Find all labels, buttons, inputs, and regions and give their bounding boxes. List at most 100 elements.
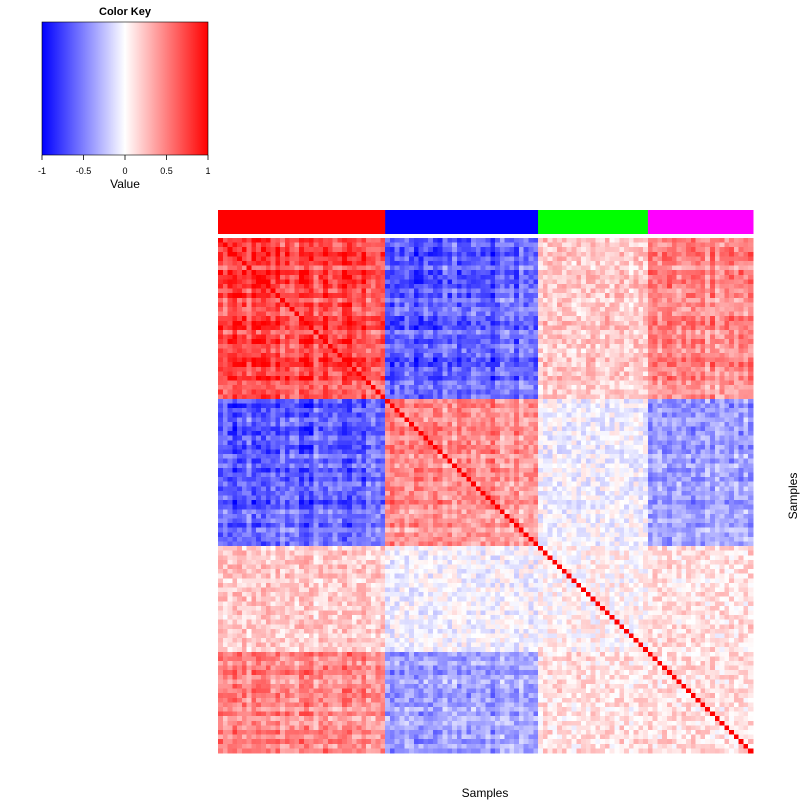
heatmap-cell: [724, 403, 730, 409]
heatmap-cell: [437, 320, 443, 326]
heatmap-cell: [590, 334, 596, 340]
heatmap-cell: [289, 352, 295, 358]
heatmap-cell: [475, 403, 482, 409]
heatmap-cell: [714, 375, 720, 381]
heatmap-cell: [695, 265, 701, 271]
heatmap-cell: [561, 389, 568, 395]
heatmap-cell: [471, 366, 477, 372]
heatmap-cell: [748, 426, 754, 432]
heatmap-cell: [576, 306, 582, 312]
heatmap-cell: [628, 435, 634, 441]
heatmap-cell: [638, 408, 644, 414]
heatmap-cell: [461, 238, 467, 243]
heatmap-cell: [256, 293, 262, 299]
heatmap-cell: [303, 265, 310, 271]
heatmap-cell: [232, 435, 238, 441]
heatmap-cell: [256, 366, 262, 372]
heatmap-cell: [600, 311, 606, 317]
heatmap-cell: [423, 403, 429, 409]
heatmap-cell: [337, 371, 343, 377]
heatmap-cell: [619, 435, 625, 441]
heatmap-cell: [504, 408, 510, 414]
heatmap-cell: [499, 403, 506, 409]
heatmap-cell: [442, 389, 448, 395]
heatmap-cell: [241, 371, 248, 377]
heatmap-cell: [705, 325, 711, 331]
heatmap-cell: [643, 421, 649, 427]
heatmap-cell: [485, 408, 491, 414]
heatmap-cell: [528, 343, 534, 349]
heatmap-cell: [456, 380, 463, 386]
heatmap-cell: [428, 394, 434, 400]
heatmap-cell: [585, 380, 591, 386]
heatmap-cell: [609, 334, 615, 340]
heatmap-cell: [466, 274, 472, 280]
heatmap-cell: [652, 394, 658, 400]
heatmap-cell: [218, 242, 224, 248]
heatmap-cell: [323, 403, 329, 409]
heatmap-cell: [327, 412, 334, 418]
heatmap-cell: [667, 297, 673, 303]
heatmap-cell: [705, 247, 711, 253]
heatmap-cell: [743, 293, 749, 299]
heatmap-cell: [647, 293, 654, 299]
heatmap-cell: [256, 320, 262, 326]
heatmap-cell: [447, 417, 453, 423]
heatmap-cell: [528, 247, 534, 253]
heatmap-cell: [710, 288, 716, 294]
heatmap-cell: [313, 279, 319, 285]
heatmap-cell: [638, 421, 644, 427]
heatmap-cell: [485, 288, 491, 294]
heatmap-cell: [681, 339, 687, 345]
heatmap-cell: [361, 302, 367, 308]
heatmap-cell: [265, 412, 271, 418]
heatmap-cell: [327, 366, 334, 372]
heatmap-cell: [552, 431, 558, 437]
heatmap-cell: [356, 247, 362, 253]
heatmap-cell: [748, 431, 754, 437]
heatmap-cell: [289, 297, 295, 303]
heatmap-cell: [695, 247, 701, 253]
heatmap-cell: [695, 329, 701, 335]
heatmap-cell: [624, 238, 630, 243]
heatmap-cell: [552, 366, 558, 372]
heatmap-cell: [265, 362, 271, 368]
heatmap-cell: [695, 421, 701, 427]
heatmap-cell: [647, 334, 654, 340]
heatmap-cell: [638, 343, 644, 349]
heatmap-cell: [284, 421, 291, 427]
heatmap-cell: [370, 389, 377, 395]
heatmap-cell: [705, 242, 711, 248]
heatmap-cell: [423, 380, 429, 386]
heatmap-cell: [700, 385, 706, 391]
heatmap-cell: [671, 417, 677, 423]
heatmap-cell: [518, 339, 525, 345]
heatmap-cell: [432, 398, 439, 404]
heatmap-cell: [313, 394, 319, 400]
heatmap-cell: [628, 279, 634, 285]
heatmap-cell: [585, 311, 591, 317]
heatmap-cell: [385, 306, 391, 312]
heatmap-cell: [308, 421, 314, 427]
heatmap-cell: [452, 440, 458, 446]
heatmap-cell: [504, 325, 510, 331]
heatmap-cell: [437, 417, 443, 423]
heatmap-cell: [738, 274, 744, 280]
heatmap-cell: [361, 288, 367, 294]
heatmap-cell: [561, 316, 568, 322]
heatmap-cell: [423, 325, 429, 331]
heatmap-cell: [566, 242, 572, 248]
heatmap-cell: [280, 357, 286, 363]
heatmap-cell: [590, 435, 596, 441]
heatmap-cell: [265, 371, 271, 377]
heatmap-cell: [547, 293, 553, 299]
heatmap-cell: [270, 270, 276, 276]
heatmap-cell: [227, 283, 233, 289]
heatmap-cell: [528, 320, 534, 326]
heatmap-cell: [595, 256, 601, 262]
heatmap-cell: [614, 329, 620, 335]
heatmap-cell: [676, 265, 682, 271]
heatmap-cell: [461, 256, 467, 262]
heatmap-cell: [361, 412, 367, 418]
heatmap-cell: [237, 362, 243, 368]
